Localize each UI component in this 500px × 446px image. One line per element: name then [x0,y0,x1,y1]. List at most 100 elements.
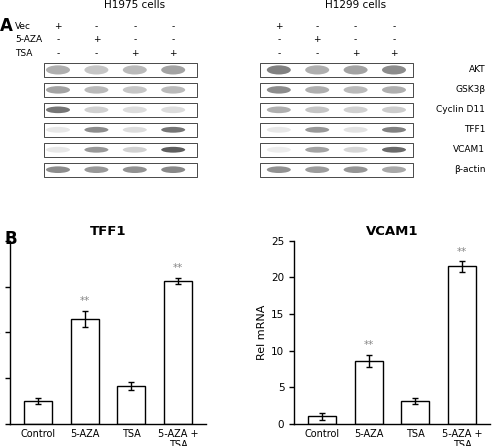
Title: TFF1: TFF1 [90,225,126,238]
Text: TSA: TSA [15,49,32,58]
Text: H1975 cells: H1975 cells [104,0,166,10]
Ellipse shape [305,166,329,173]
Text: +: + [275,22,282,31]
Text: A: A [0,17,14,35]
Ellipse shape [84,66,108,74]
Ellipse shape [344,86,367,94]
Ellipse shape [382,166,406,173]
Ellipse shape [123,107,147,113]
Ellipse shape [46,127,70,133]
Ellipse shape [344,147,367,153]
Text: +: + [131,49,138,58]
Ellipse shape [267,86,291,94]
Text: +: + [352,49,360,58]
Bar [308,417,336,424]
Ellipse shape [84,107,108,113]
Ellipse shape [344,107,367,113]
Ellipse shape [161,166,185,173]
Text: β-actin: β-actin [454,165,485,174]
Ellipse shape [344,127,367,133]
Text: +: + [170,49,177,58]
Ellipse shape [123,127,147,133]
Ellipse shape [382,86,406,94]
Text: -: - [354,36,357,45]
Text: +: + [54,22,62,31]
Text: +: + [92,36,100,45]
Text: **: ** [80,296,90,306]
Bar [70,318,99,424]
Ellipse shape [161,86,185,94]
Ellipse shape [161,127,185,133]
Text: GSK3β: GSK3β [455,85,485,95]
Ellipse shape [84,127,108,133]
Text: Vec: Vec [15,22,31,31]
Text: -: - [316,22,319,31]
Text: -: - [56,36,59,45]
Ellipse shape [382,66,406,74]
Ellipse shape [267,66,291,74]
Bar [448,266,476,424]
Ellipse shape [161,107,185,113]
Y-axis label: Rel mRNA: Rel mRNA [257,305,267,360]
Ellipse shape [84,147,108,153]
Ellipse shape [46,147,70,153]
Text: -: - [95,49,98,58]
Ellipse shape [123,86,147,94]
Text: -: - [354,22,357,31]
Text: **: ** [173,264,183,273]
Bar [164,281,192,424]
Text: -: - [316,49,319,58]
Ellipse shape [46,107,70,113]
Text: -: - [95,22,98,31]
Ellipse shape [267,127,291,133]
Text: -: - [172,22,175,31]
Bar [118,386,146,424]
Bar [354,361,382,424]
Ellipse shape [344,66,367,74]
Ellipse shape [46,86,70,94]
Ellipse shape [305,107,329,113]
Bar [24,401,52,424]
Text: -: - [133,22,136,31]
Ellipse shape [46,66,70,74]
Ellipse shape [305,86,329,94]
Ellipse shape [123,66,147,74]
Text: **: ** [457,247,467,257]
Text: 5-AZA: 5-AZA [15,36,42,45]
Text: H1299 cells: H1299 cells [325,0,386,10]
Ellipse shape [267,107,291,113]
Text: -: - [56,49,59,58]
Title: VCAM1: VCAM1 [366,225,418,238]
Ellipse shape [344,166,367,173]
Ellipse shape [382,107,406,113]
Text: -: - [277,36,280,45]
Ellipse shape [305,66,329,74]
Text: +: + [314,36,321,45]
Ellipse shape [305,127,329,133]
Bar [402,401,429,424]
Ellipse shape [267,147,291,153]
Text: -: - [277,49,280,58]
Text: TFF1: TFF1 [464,125,485,134]
Ellipse shape [84,166,108,173]
Text: VCAM1: VCAM1 [453,145,485,154]
Text: AKT: AKT [468,66,485,74]
Ellipse shape [84,86,108,94]
Text: -: - [392,22,396,31]
Text: Cyclin D11: Cyclin D11 [436,105,485,114]
Ellipse shape [161,66,185,74]
Ellipse shape [161,147,185,153]
Text: B: B [5,230,18,248]
Text: **: ** [364,340,374,350]
Ellipse shape [123,166,147,173]
Ellipse shape [123,147,147,153]
Ellipse shape [305,147,329,153]
Ellipse shape [382,127,406,133]
Ellipse shape [46,166,70,173]
Ellipse shape [267,166,291,173]
Ellipse shape [382,147,406,153]
Text: -: - [392,36,396,45]
Text: -: - [172,36,175,45]
Text: +: + [390,49,398,58]
Text: -: - [133,36,136,45]
